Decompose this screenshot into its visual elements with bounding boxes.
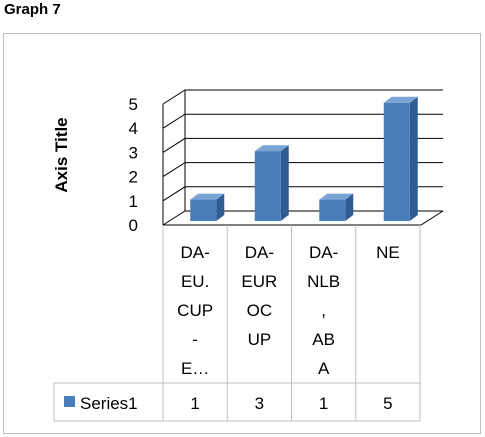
y-tick-label: 5 (129, 95, 138, 114)
y-tick-label: 3 (129, 143, 138, 162)
floor-edge (163, 210, 444, 226)
x-category-label: NLB (307, 272, 340, 291)
graph-heading: Graph 7 (4, 1, 61, 18)
x-category-label: A (318, 359, 330, 378)
x-category-label: EUR (241, 272, 277, 291)
bar (383, 96, 418, 221)
y-tick-label: 0 (129, 216, 138, 235)
y-tick-label: 1 (129, 192, 138, 211)
bar (254, 145, 289, 221)
x-category-label: EU. (181, 272, 209, 291)
gridline (162, 113, 443, 129)
x-category-label: DA- (245, 243, 274, 262)
x-category-label: DA- (180, 243, 209, 262)
x-category-label: UP (248, 330, 272, 349)
x-category-label: OC (247, 301, 273, 320)
table-value: 1 (190, 394, 199, 413)
chart-frame (3, 33, 481, 434)
gridline (162, 162, 443, 178)
gridline (162, 137, 443, 153)
table-value: 5 (383, 394, 392, 413)
gridline (162, 210, 443, 226)
x-category-label: DA- (309, 243, 338, 262)
series-name: Series1 (80, 394, 138, 413)
x-category-label: - (192, 330, 198, 349)
table-value: 1 (319, 394, 328, 413)
gridline (162, 186, 443, 202)
x-category-label: CUP (177, 301, 213, 320)
bar (190, 193, 225, 221)
x-category-label: AB (312, 330, 335, 349)
x-category-label: NE (376, 243, 400, 262)
bar (319, 193, 354, 221)
table-value: 3 (255, 394, 264, 413)
gridline (162, 89, 443, 105)
legend-key (64, 396, 75, 407)
x-category-label: E… (181, 359, 209, 378)
x-category-label: , (321, 301, 326, 320)
y-tick-label: 2 (129, 168, 138, 187)
y-tick-label: 4 (129, 119, 138, 138)
